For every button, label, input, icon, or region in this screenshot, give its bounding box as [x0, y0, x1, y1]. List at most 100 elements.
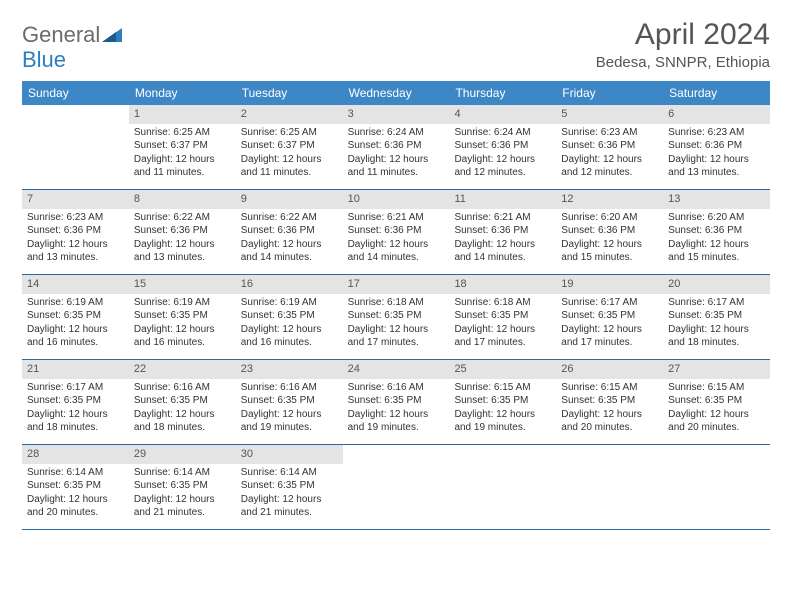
day-detail-line: Sunrise: 6:15 AM — [668, 381, 765, 395]
day-detail-line: Daylight: 12 hours and 11 minutes. — [348, 153, 445, 180]
day-details: Sunrise: 6:22 AMSunset: 6:36 PMDaylight:… — [236, 209, 343, 269]
day-detail-line: Daylight: 12 hours and 20 minutes. — [27, 493, 124, 520]
day-detail-line: Sunrise: 6:19 AM — [27, 296, 124, 310]
calendar-day-cell: 19Sunrise: 6:17 AMSunset: 6:35 PMDayligh… — [556, 275, 663, 359]
title-block: April 2024 Bedesa, SNNPR, Ethiopia — [596, 18, 770, 71]
calendar-day-cell: 20Sunrise: 6:17 AMSunset: 6:35 PMDayligh… — [663, 275, 770, 359]
calendar-day-cell: 12Sunrise: 6:20 AMSunset: 6:36 PMDayligh… — [556, 190, 663, 274]
day-detail-line: Daylight: 12 hours and 18 minutes. — [27, 408, 124, 435]
day-detail-line: Sunset: 6:37 PM — [134, 139, 231, 153]
day-number: 20 — [663, 275, 770, 294]
day-number: 7 — [22, 190, 129, 209]
day-detail-line: Sunset: 6:35 PM — [668, 309, 765, 323]
calendar-day-cell — [343, 445, 450, 529]
calendar-day-cell: 18Sunrise: 6:18 AMSunset: 6:35 PMDayligh… — [449, 275, 556, 359]
day-number: 30 — [236, 445, 343, 464]
day-number: 24 — [343, 360, 450, 379]
day-detail-line: Daylight: 12 hours and 20 minutes. — [561, 408, 658, 435]
day-number: 27 — [663, 360, 770, 379]
day-detail-line: Daylight: 12 hours and 20 minutes. — [668, 408, 765, 435]
day-number: 4 — [449, 105, 556, 124]
day-detail-line: Sunrise: 6:25 AM — [241, 126, 338, 140]
day-detail-line: Sunset: 6:36 PM — [561, 139, 658, 153]
day-number — [663, 445, 770, 464]
day-of-week-header: Sunday — [22, 81, 129, 105]
logo-triangle-icon — [102, 28, 122, 47]
day-details: Sunrise: 6:24 AMSunset: 6:36 PMDaylight:… — [343, 124, 450, 184]
day-details: Sunrise: 6:25 AMSunset: 6:37 PMDaylight:… — [129, 124, 236, 184]
day-detail-line: Daylight: 12 hours and 14 minutes. — [454, 238, 551, 265]
calendar-day-cell — [556, 445, 663, 529]
day-detail-line: Sunset: 6:35 PM — [134, 309, 231, 323]
day-details: Sunrise: 6:24 AMSunset: 6:36 PMDaylight:… — [449, 124, 556, 184]
calendar-page: General Blue April 2024 Bedesa, SNNPR, E… — [0, 0, 792, 530]
day-of-week-header: Thursday — [449, 81, 556, 105]
day-detail-line: Sunrise: 6:24 AM — [454, 126, 551, 140]
logo-text-gray: General — [22, 22, 100, 47]
day-of-week-header: Saturday — [663, 81, 770, 105]
day-detail-line: Daylight: 12 hours and 14 minutes. — [348, 238, 445, 265]
day-detail-line: Sunset: 6:35 PM — [27, 394, 124, 408]
day-of-week-header: Wednesday — [343, 81, 450, 105]
calendar-day-cell: 29Sunrise: 6:14 AMSunset: 6:35 PMDayligh… — [129, 445, 236, 529]
day-number: 21 — [22, 360, 129, 379]
day-detail-line: Daylight: 12 hours and 19 minutes. — [241, 408, 338, 435]
day-number — [22, 105, 129, 124]
day-detail-line: Sunrise: 6:17 AM — [561, 296, 658, 310]
calendar-day-cell — [449, 445, 556, 529]
day-detail-line: Sunrise: 6:17 AM — [668, 296, 765, 310]
day-details — [663, 464, 770, 470]
calendar-day-cell: 5Sunrise: 6:23 AMSunset: 6:36 PMDaylight… — [556, 105, 663, 189]
day-details: Sunrise: 6:14 AMSunset: 6:35 PMDaylight:… — [236, 464, 343, 524]
calendar-day-cell: 7Sunrise: 6:23 AMSunset: 6:36 PMDaylight… — [22, 190, 129, 274]
calendar-day-cell: 1Sunrise: 6:25 AMSunset: 6:37 PMDaylight… — [129, 105, 236, 189]
day-detail-line: Daylight: 12 hours and 19 minutes. — [348, 408, 445, 435]
day-number: 18 — [449, 275, 556, 294]
day-details: Sunrise: 6:18 AMSunset: 6:35 PMDaylight:… — [449, 294, 556, 354]
day-details: Sunrise: 6:20 AMSunset: 6:36 PMDaylight:… — [556, 209, 663, 269]
day-details: Sunrise: 6:17 AMSunset: 6:35 PMDaylight:… — [663, 294, 770, 354]
day-detail-line: Daylight: 12 hours and 12 minutes. — [454, 153, 551, 180]
logo: General Blue — [22, 18, 122, 73]
day-number: 15 — [129, 275, 236, 294]
day-detail-line: Sunset: 6:35 PM — [241, 479, 338, 493]
month-title: April 2024 — [596, 18, 770, 52]
day-detail-line: Sunrise: 6:14 AM — [134, 466, 231, 480]
day-detail-line: Sunset: 6:35 PM — [348, 309, 445, 323]
day-details — [556, 464, 663, 470]
day-detail-line: Sunset: 6:36 PM — [668, 139, 765, 153]
day-details: Sunrise: 6:22 AMSunset: 6:36 PMDaylight:… — [129, 209, 236, 269]
day-detail-line: Sunset: 6:35 PM — [348, 394, 445, 408]
day-detail-line: Sunset: 6:36 PM — [348, 224, 445, 238]
day-details — [449, 464, 556, 470]
day-detail-line: Sunset: 6:35 PM — [241, 309, 338, 323]
calendar-grid: SundayMondayTuesdayWednesdayThursdayFrid… — [22, 81, 770, 530]
day-detail-line: Sunset: 6:36 PM — [454, 139, 551, 153]
day-number: 19 — [556, 275, 663, 294]
day-detail-line: Daylight: 12 hours and 12 minutes. — [561, 153, 658, 180]
day-number: 17 — [343, 275, 450, 294]
logo-text-block: General Blue — [22, 24, 122, 73]
day-details: Sunrise: 6:17 AMSunset: 6:35 PMDaylight:… — [556, 294, 663, 354]
day-detail-line: Sunrise: 6:14 AM — [241, 466, 338, 480]
header: General Blue April 2024 Bedesa, SNNPR, E… — [22, 18, 770, 73]
day-detail-line: Sunrise: 6:22 AM — [134, 211, 231, 225]
day-details: Sunrise: 6:17 AMSunset: 6:35 PMDaylight:… — [22, 379, 129, 439]
day-details: Sunrise: 6:16 AMSunset: 6:35 PMDaylight:… — [236, 379, 343, 439]
day-number: 2 — [236, 105, 343, 124]
day-detail-line: Sunrise: 6:16 AM — [134, 381, 231, 395]
day-details: Sunrise: 6:21 AMSunset: 6:36 PMDaylight:… — [449, 209, 556, 269]
day-number — [556, 445, 663, 464]
day-detail-line: Daylight: 12 hours and 14 minutes. — [241, 238, 338, 265]
day-details: Sunrise: 6:21 AMSunset: 6:36 PMDaylight:… — [343, 209, 450, 269]
day-detail-line: Sunrise: 6:19 AM — [241, 296, 338, 310]
day-detail-line: Sunset: 6:35 PM — [561, 394, 658, 408]
calendar-day-cell: 10Sunrise: 6:21 AMSunset: 6:36 PMDayligh… — [343, 190, 450, 274]
day-detail-line: Sunrise: 6:14 AM — [27, 466, 124, 480]
day-number: 5 — [556, 105, 663, 124]
day-detail-line: Sunset: 6:35 PM — [27, 309, 124, 323]
day-number: 8 — [129, 190, 236, 209]
day-number — [343, 445, 450, 464]
day-detail-line: Sunset: 6:35 PM — [27, 479, 124, 493]
day-details: Sunrise: 6:15 AMSunset: 6:35 PMDaylight:… — [663, 379, 770, 439]
